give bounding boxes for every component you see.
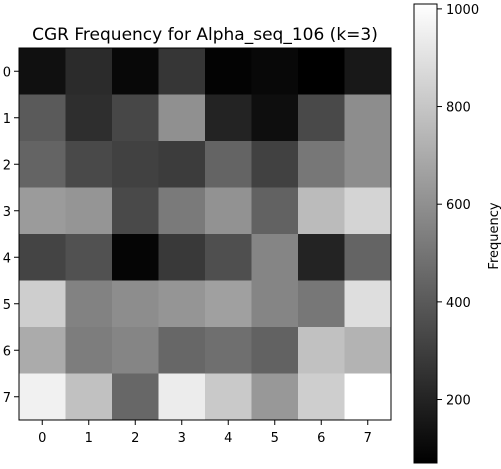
plot-frame xyxy=(18,47,392,421)
heatmap-cell-r4-c4 xyxy=(205,234,252,281)
heatmap-cell-r7-c0 xyxy=(19,373,66,421)
heatmap-cell-r3-c1 xyxy=(65,187,113,235)
heatmap-cell-r1-c4 xyxy=(205,94,252,142)
colorbar-tick-label-1: 400 xyxy=(446,296,471,311)
heatmap-cells xyxy=(19,48,392,421)
heatmap-cell-r6-c0 xyxy=(19,327,66,374)
heatmap-cell-r1-c1 xyxy=(65,94,113,142)
heatmap-cell-r3-c7 xyxy=(344,187,392,235)
colorbar xyxy=(413,3,438,464)
heatmap-cell-r1-c6 xyxy=(298,94,345,142)
heatmap-cell-r2-c1 xyxy=(65,141,113,188)
y-tick-label-6: 6 xyxy=(3,344,11,359)
heatmap-cell-r1-c5 xyxy=(251,94,299,142)
colorbar-tick-label-2: 600 xyxy=(446,198,471,213)
colorbar-tick-label-4: 1000 xyxy=(446,3,479,18)
heatmap-cell-r2-c6 xyxy=(298,141,345,188)
heatmap-cell-r5-c1 xyxy=(65,280,113,328)
heatmap-cell-r4-c7 xyxy=(344,234,392,281)
heatmap-cell-r6-c2 xyxy=(112,327,159,374)
y-tick-label-4: 4 xyxy=(3,251,11,266)
heatmap-cell-r4-c3 xyxy=(158,234,206,281)
heatmap-cell-r4-c0 xyxy=(19,234,66,281)
heatmap-cell-r0-c0 xyxy=(19,48,66,95)
heatmap-cell-r0-c5 xyxy=(251,48,299,95)
heatmap-cell-r6-c4 xyxy=(205,327,252,374)
chart-title: CGR Frequency for Alpha_seq_106 (k=3) xyxy=(32,25,378,45)
heatmap-cell-r7-c6 xyxy=(298,373,345,421)
heatmap-cell-r6-c5 xyxy=(251,327,299,374)
heatmap-cell-r4-c2 xyxy=(112,234,159,281)
heatmap-cell-r0-c7 xyxy=(344,48,392,95)
colorbar-tick-label-0: 200 xyxy=(446,394,471,409)
heatmap-cell-r3-c0 xyxy=(19,187,66,235)
x-tick-label-2: 2 xyxy=(131,431,139,446)
heatmap-cell-r5-c2 xyxy=(112,280,159,328)
heatmap-cell-r4-c1 xyxy=(65,234,113,281)
heatmap-cell-r0-c2 xyxy=(112,48,159,95)
colorbar-axis: 200 400 600 800 1000 xyxy=(437,3,479,409)
heatmap-cell-r0-c6 xyxy=(298,48,345,95)
heatmap-cell-r6-c7 xyxy=(344,327,392,374)
colorbar-label: Frequency xyxy=(487,202,501,269)
x-tick-label-4: 4 xyxy=(224,431,232,446)
heatmap-cell-r5-c7 xyxy=(344,280,392,328)
heatmap-cell-r7-c1 xyxy=(65,373,113,421)
heatmap-cell-r7-c4 xyxy=(205,373,252,421)
heatmap-cell-r0-c4 xyxy=(205,48,252,95)
y-tick-label-1: 1 xyxy=(3,112,11,127)
heatmap-cell-r5-c0 xyxy=(19,280,66,328)
heatmap-cell-r7-c5 xyxy=(251,373,299,421)
heatmap-cell-r0-c1 xyxy=(65,48,113,95)
heatmap-cell-r3-c3 xyxy=(158,187,206,235)
heatmap-cell-r6-c6 xyxy=(298,327,345,374)
heatmap-cell-r3-c4 xyxy=(205,187,252,235)
heatmap-cell-r7-c2 xyxy=(112,373,159,421)
y-axis: 0 1 2 3 4 5 6 7 xyxy=(3,65,19,406)
x-tick-label-7: 7 xyxy=(364,431,372,446)
heatmap-cell-r2-c7 xyxy=(344,141,392,188)
heatmap-cell-r1-c2 xyxy=(112,94,159,142)
y-tick-label-2: 2 xyxy=(3,158,11,173)
y-tick-label-0: 0 xyxy=(3,65,11,80)
x-tick-label-5: 5 xyxy=(271,431,279,446)
heatmap-cell-r1-c7 xyxy=(344,94,392,142)
heatmap-cell-r5-c5 xyxy=(251,280,299,328)
heatmap-cell-r5-c3 xyxy=(158,280,206,328)
heatmap-cell-r6-c3 xyxy=(158,327,206,374)
heatmap-cell-r1-c0 xyxy=(19,94,66,142)
heatmap-cell-r7-c3 xyxy=(158,373,206,421)
heatmap-cell-r4-c6 xyxy=(298,234,345,281)
heatmap-cell-r2-c4 xyxy=(205,141,252,188)
heatmap-cell-r2-c2 xyxy=(112,141,159,188)
x-axis: 0 1 2 3 4 5 6 7 xyxy=(38,420,372,446)
y-tick-label-5: 5 xyxy=(3,298,11,313)
y-tick-label-7: 7 xyxy=(3,391,11,406)
heatmap-cell-r6-c1 xyxy=(65,327,113,374)
x-tick-label-0: 0 xyxy=(38,431,46,446)
heatmap-cell-r7-c7 xyxy=(344,373,392,421)
x-tick-label-1: 1 xyxy=(85,431,93,446)
heatmap-cell-r5-c4 xyxy=(205,280,252,328)
x-tick-label-3: 3 xyxy=(178,431,186,446)
heatmap-cell-r0-c3 xyxy=(158,48,206,95)
heatmap-cell-r3-c6 xyxy=(298,187,345,235)
heatmap-cell-r1-c3 xyxy=(158,94,206,142)
heatmap-cell-r4-c5 xyxy=(251,234,299,281)
heatmap-cell-r3-c5 xyxy=(251,187,299,235)
heatmap-cell-r3-c2 xyxy=(112,187,159,235)
x-tick-label-6: 6 xyxy=(317,431,325,446)
heatmap-cell-r2-c5 xyxy=(251,141,299,188)
colorbar-tick-label-3: 800 xyxy=(446,101,471,116)
heatmap-cell-r2-c0 xyxy=(19,141,66,188)
y-tick-label-3: 3 xyxy=(3,205,11,220)
heatmap-cell-r2-c3 xyxy=(158,141,206,188)
heatmap-cell-r5-c6 xyxy=(298,280,345,328)
